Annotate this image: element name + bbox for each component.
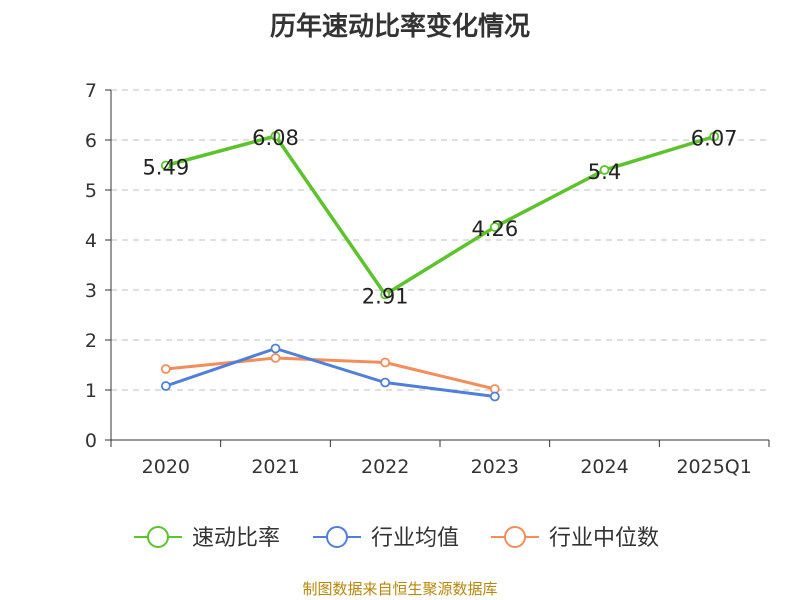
x-tick-label: 2022 — [361, 456, 409, 478]
data-point — [270, 343, 281, 354]
y-tick-label: 1 — [85, 380, 97, 402]
y-tick-label: 5 — [85, 180, 97, 202]
x-tick-label: 2025Q1 — [676, 456, 751, 478]
data-point — [709, 131, 720, 142]
x-tick-label: 2023 — [471, 456, 519, 478]
y-tick-label: 7 — [85, 80, 97, 102]
data-point — [160, 160, 171, 171]
data-point — [270, 353, 281, 363]
data-point — [599, 165, 610, 175]
y-tick-label: 2 — [85, 330, 97, 352]
data-point — [270, 131, 281, 141]
data-point — [380, 377, 391, 388]
y-tick-label: 0 — [85, 430, 97, 452]
data-point — [380, 289, 391, 300]
chart-title: 历年速动比率变化情况 — [269, 12, 530, 42]
data-point — [489, 391, 500, 402]
legend-marker — [326, 526, 348, 548]
data-label: 2.91 — [362, 285, 409, 309]
data-point — [160, 364, 171, 374]
data-label: 5.49 — [142, 156, 189, 180]
data-point — [489, 222, 500, 232]
y-tick-label: 6 — [85, 130, 97, 152]
legend-label: 行业均值 — [371, 526, 459, 551]
data-label: 4.26 — [471, 217, 518, 241]
series-line-2 — [165, 356, 496, 391]
data-label: 5.4 — [588, 160, 621, 184]
series-line-1 — [165, 347, 496, 398]
source-note: 制图数据来自恒生聚源数据库 — [302, 580, 498, 598]
legend-marker — [147, 526, 169, 548]
x-tick-label: 2021 — [251, 456, 299, 478]
x-tick-label: 2024 — [580, 456, 628, 478]
legend-label: 行业中位数 — [549, 526, 659, 551]
data-label: 6.07 — [691, 127, 738, 151]
y-tick-label: 4 — [85, 230, 97, 252]
data-label: 6.08 — [252, 126, 299, 150]
series-line-0 — [165, 134, 715, 297]
data-point — [380, 357, 391, 368]
data-point — [160, 381, 171, 391]
legend-label: 速动比率 — [192, 526, 280, 551]
x-tick-label: 2020 — [142, 456, 190, 478]
y-tick-label: 3 — [85, 280, 97, 302]
legend-marker — [504, 526, 526, 548]
